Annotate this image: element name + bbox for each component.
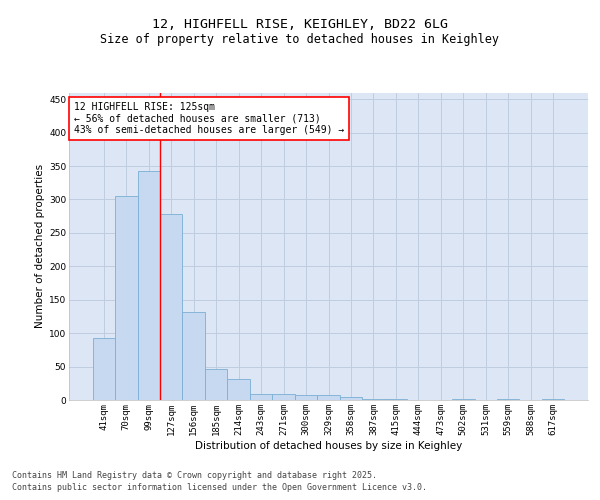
Bar (295, 394, 317, 400)
Bar (92, 338, 115, 400)
Bar (182, 312, 205, 400)
Bar (227, 380, 250, 400)
Bar (205, 368, 227, 400)
Bar (272, 394, 295, 400)
Text: Size of property relative to detached houses in Keighley: Size of property relative to detached ho… (101, 32, 499, 46)
Text: 12 HIGHFELL RISE: 125sqm
← 56% of detached houses are smaller (713)
43% of semi-: 12 HIGHFELL RISE: 125sqm ← 56% of detach… (74, 102, 344, 135)
Text: 12, HIGHFELL RISE, KEIGHLEY, BD22 6LG: 12, HIGHFELL RISE, KEIGHLEY, BD22 6LG (152, 18, 448, 30)
Bar (317, 396, 340, 400)
Bar (115, 196, 137, 400)
Y-axis label: Number of detached properties: Number of detached properties (35, 164, 45, 328)
X-axis label: Distribution of detached houses by size in Keighley: Distribution of detached houses by size … (195, 440, 462, 450)
Text: Contains public sector information licensed under the Open Government Licence v3: Contains public sector information licen… (12, 484, 427, 492)
Bar (250, 394, 272, 400)
Bar (160, 214, 182, 400)
Bar (137, 170, 160, 400)
Text: Contains HM Land Registry data © Crown copyright and database right 2025.: Contains HM Land Registry data © Crown c… (12, 471, 377, 480)
Bar (340, 398, 362, 400)
